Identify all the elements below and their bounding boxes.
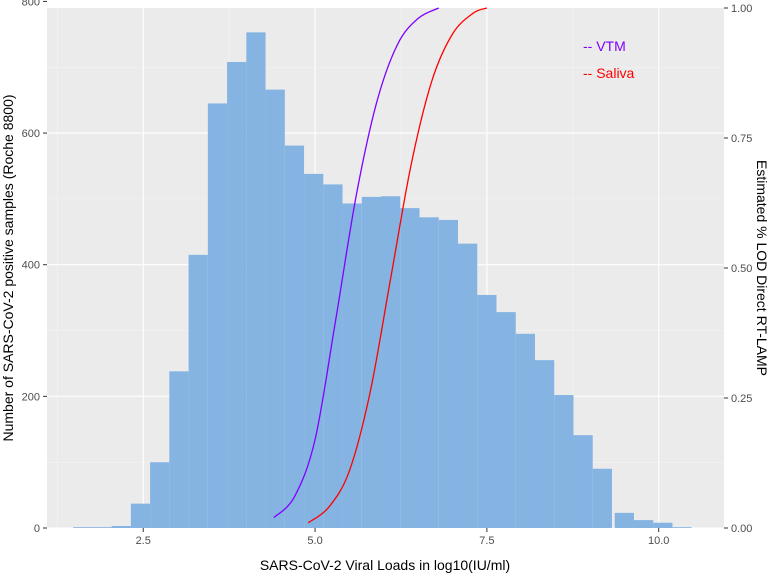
histogram-bar bbox=[188, 254, 208, 528]
x-axis-title: SARS-CoV-2 Viral Loads in log10(IU/ml) bbox=[260, 557, 510, 573]
histogram-bar bbox=[438, 219, 459, 528]
lod-curve-saliva bbox=[307, 7, 488, 524]
histogram-bar bbox=[419, 217, 439, 528]
histogram-bar bbox=[130, 503, 151, 528]
y2-tick-label: 0.25 bbox=[731, 393, 752, 405]
histogram-bar bbox=[150, 462, 170, 528]
x-tick-label: 7.5 bbox=[479, 535, 494, 547]
histogram-bar bbox=[653, 522, 673, 528]
y-axis-title: Number of SARS-CoV-2 positive samples (R… bbox=[0, 94, 16, 441]
lod-curve-vtm bbox=[273, 7, 440, 519]
y2-tick-label: 0.00 bbox=[731, 523, 752, 535]
y-tick-label: 400 bbox=[22, 260, 40, 272]
histogram-bar bbox=[227, 61, 247, 529]
lod-curves bbox=[273, 7, 488, 524]
x-tick-label: 2.5 bbox=[136, 535, 151, 547]
histogram-bar bbox=[265, 89, 285, 529]
histogram-bar bbox=[614, 512, 634, 528]
histogram-bar bbox=[92, 527, 112, 528]
histogram-bar bbox=[672, 527, 692, 528]
histogram-bar bbox=[246, 32, 266, 528]
histogram-bar bbox=[592, 468, 612, 528]
histogram-bar bbox=[361, 196, 382, 529]
axes: 2.5 5.0 7.5 10.0 0 200 400 600 800 0.00 0.25 0.50 0.… bbox=[22, 0, 753, 547]
histogram-bar bbox=[207, 103, 228, 528]
histogram-bar bbox=[515, 333, 535, 528]
histogram-bar bbox=[400, 208, 420, 529]
y2-tick-label: 1.00 bbox=[731, 3, 752, 15]
histogram-bar bbox=[534, 360, 555, 528]
histogram-bar bbox=[381, 196, 401, 528]
histogram-bar bbox=[633, 520, 654, 528]
legend: -- VTM -- Saliva bbox=[583, 38, 635, 81]
legend-entry-vtm: -- VTM bbox=[583, 38, 626, 54]
histogram-bar bbox=[323, 184, 343, 528]
x-tick-label: 10.0 bbox=[648, 535, 669, 547]
histogram-bar bbox=[477, 294, 497, 528]
histogram-bar bbox=[458, 243, 478, 528]
histogram-bar bbox=[111, 526, 131, 528]
histogram-bar bbox=[284, 145, 305, 528]
histogram-bar bbox=[496, 312, 516, 528]
y-tick-label: 600 bbox=[22, 128, 40, 140]
secondary-y-axis-title: Estimated % LOD Direct RT-LAMP bbox=[754, 160, 770, 376]
histogram-bars bbox=[73, 32, 692, 529]
y-tick-label: 200 bbox=[22, 391, 40, 403]
x-tick-label: 5.0 bbox=[307, 535, 322, 547]
histogram-bar bbox=[554, 395, 574, 528]
histogram-bar bbox=[73, 527, 93, 528]
y2-tick-label: 0.75 bbox=[731, 133, 752, 145]
histogram-bar bbox=[304, 173, 324, 528]
histogram-bar bbox=[169, 371, 189, 528]
y2-tick-label: 0.50 bbox=[731, 263, 752, 275]
y-tick-label: 0 bbox=[34, 523, 40, 535]
legend-entry-saliva: -- Saliva bbox=[583, 65, 635, 81]
histogram-bar bbox=[573, 435, 593, 528]
y-tick-label: 800 bbox=[22, 0, 40, 8]
